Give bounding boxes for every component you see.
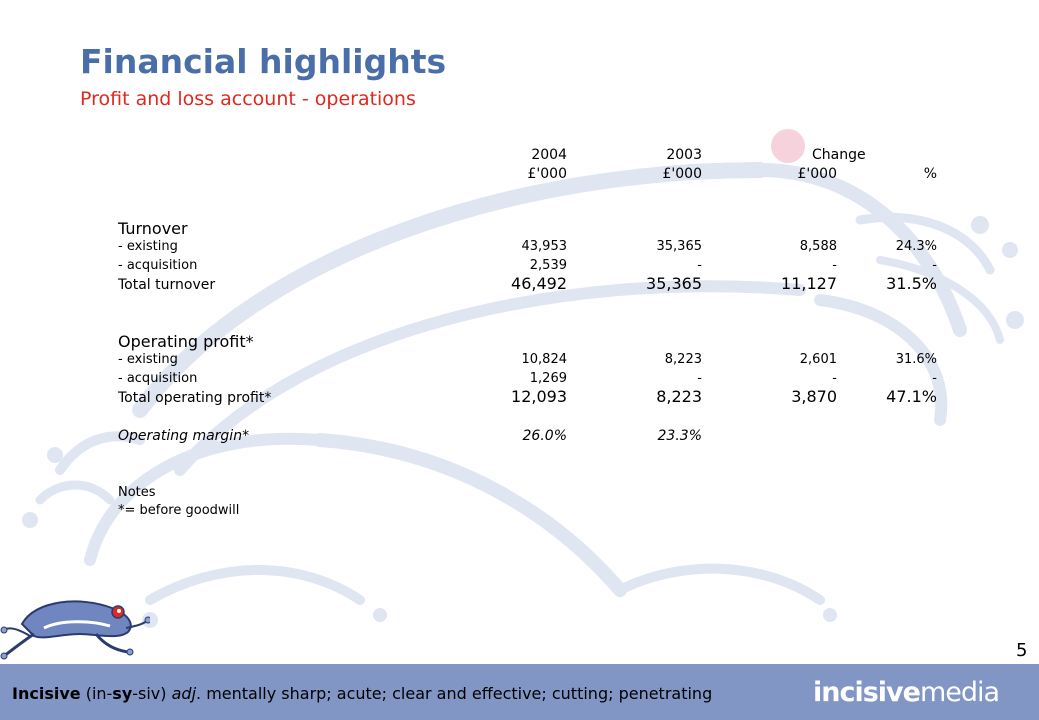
table-cell: 2,539 bbox=[529, 258, 567, 273]
table-cell: 23.3% bbox=[657, 428, 702, 444]
total-cell: 8,223 bbox=[656, 387, 702, 406]
notes-line: *= before goodwill bbox=[118, 503, 240, 518]
frog-logo-icon bbox=[0, 600, 150, 660]
header-unit-pct: % bbox=[923, 166, 937, 182]
table-cell: 26.0% bbox=[522, 428, 567, 444]
table-row-label: - existing bbox=[118, 239, 178, 254]
footer-bar: Incisive (in-sy-siv) adj. mentally sharp… bbox=[0, 664, 1039, 720]
total-cell: 35,365 bbox=[646, 274, 702, 293]
table-cell: 2,601 bbox=[799, 352, 837, 367]
table-cell: - bbox=[697, 258, 702, 273]
brand-rest: media bbox=[919, 677, 1000, 708]
turnover-heading: Turnover bbox=[118, 219, 188, 238]
table-cell: - bbox=[932, 258, 937, 273]
table-row-label: - acquisition bbox=[118, 371, 198, 386]
tagline-pron-open: (in- bbox=[80, 684, 113, 703]
operating-profit-heading: Operating profit* bbox=[118, 332, 254, 351]
page-number: 5 bbox=[1016, 640, 1028, 661]
total-cell: 3,870 bbox=[791, 387, 837, 406]
total-cell: 47.1% bbox=[886, 387, 937, 406]
brand-bold: incisive bbox=[813, 677, 921, 708]
total-row-label: Total turnover bbox=[118, 277, 216, 293]
page-title: Financial highlights bbox=[80, 42, 447, 81]
notes-heading: Notes bbox=[118, 485, 156, 500]
total-row-label: Total operating profit* bbox=[118, 390, 272, 406]
total-cell: 31.5% bbox=[886, 274, 937, 293]
header-unit-2004: £'000 bbox=[527, 166, 567, 182]
table-cell: 8,223 bbox=[664, 352, 702, 367]
header-unit-2003: £'000 bbox=[662, 166, 702, 182]
header-2003: 2003 bbox=[666, 147, 702, 163]
margin-label: Operating margin* bbox=[118, 428, 250, 444]
table-cell: 24.3% bbox=[895, 239, 937, 254]
header-change: Change bbox=[812, 147, 866, 163]
table-cell: 1,269 bbox=[529, 371, 567, 386]
tagline-definition: . mentally sharp; acute; clear and effec… bbox=[196, 684, 713, 703]
tagline-pos: adj bbox=[171, 684, 197, 703]
table-row-label: - existing bbox=[118, 352, 178, 367]
footer-tagline: Incisive (in-sy-siv) adj. mentally sharp… bbox=[12, 684, 712, 703]
table-cell: - bbox=[932, 371, 937, 386]
header-unit-change: £'000 bbox=[797, 166, 837, 182]
total-cell: 46,492 bbox=[511, 274, 567, 293]
tagline-pron-close: -siv) bbox=[132, 684, 172, 703]
table-cell: 43,953 bbox=[521, 239, 568, 254]
page-subtitle: Profit and loss account - operations bbox=[80, 88, 416, 110]
table-cell: - bbox=[697, 371, 702, 386]
table-cell: - bbox=[832, 258, 837, 273]
table-row-label: - acquisition bbox=[118, 258, 198, 273]
table-cell: - bbox=[832, 371, 837, 386]
table-cell: 8,588 bbox=[799, 239, 837, 254]
total-cell: 11,127 bbox=[781, 274, 837, 293]
total-cell: 12,093 bbox=[511, 387, 567, 406]
table-cell: 35,365 bbox=[656, 239, 703, 254]
brand-logo: incisivemedia bbox=[813, 677, 1000, 708]
header-2004: 2004 bbox=[531, 147, 567, 163]
table-cell: 10,824 bbox=[521, 352, 568, 367]
tagline-pron-stress: sy bbox=[112, 684, 133, 703]
table-cell: 31.6% bbox=[895, 352, 937, 367]
tagline-word: Incisive bbox=[12, 684, 81, 703]
